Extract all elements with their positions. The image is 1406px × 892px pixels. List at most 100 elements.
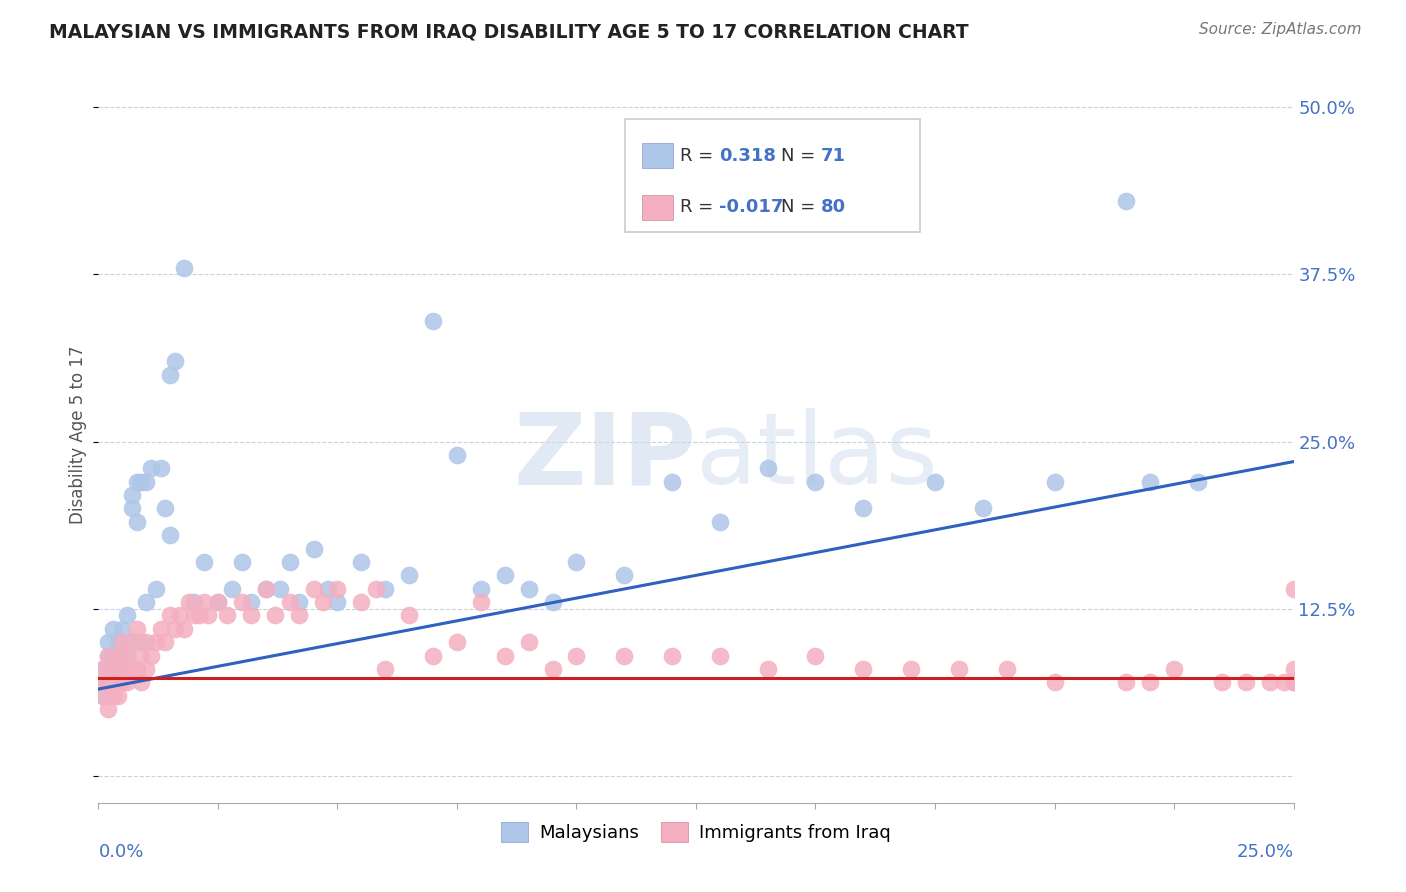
Point <box>97 648 120 663</box>
Point <box>948 662 970 676</box>
Point <box>852 662 875 676</box>
Point <box>125 662 148 676</box>
Point <box>187 608 209 623</box>
Point <box>101 622 124 636</box>
Point <box>91 689 114 703</box>
Point <box>111 662 134 676</box>
Point <box>131 675 153 690</box>
Point <box>804 475 827 489</box>
Point <box>231 595 253 609</box>
Point <box>193 595 215 609</box>
Point <box>972 501 994 516</box>
Point <box>326 582 349 596</box>
Point <box>494 648 516 663</box>
Point <box>217 608 239 623</box>
Point <box>1272 675 1295 690</box>
Point <box>145 635 167 649</box>
Point <box>131 635 153 649</box>
Point <box>155 501 177 516</box>
Point <box>446 448 468 462</box>
Text: 80: 80 <box>821 198 845 216</box>
Point <box>121 488 143 502</box>
Point <box>149 461 172 475</box>
Point <box>1282 675 1305 690</box>
Point <box>125 515 148 529</box>
Point <box>111 622 134 636</box>
Point <box>101 689 124 703</box>
Point <box>97 675 120 690</box>
Point <box>115 648 138 663</box>
Point <box>613 568 636 582</box>
Point <box>115 608 138 623</box>
Point <box>107 648 129 663</box>
Point <box>254 582 277 596</box>
Text: 0.0%: 0.0% <box>98 843 143 862</box>
Point <box>121 635 143 649</box>
Point <box>221 582 243 596</box>
Point <box>422 648 444 663</box>
Point <box>101 648 124 663</box>
Y-axis label: Disability Age 5 to 17: Disability Age 5 to 17 <box>69 345 87 524</box>
Point <box>125 475 148 489</box>
Point <box>91 689 114 703</box>
Point <box>111 635 134 649</box>
Point <box>135 475 157 489</box>
Point <box>125 622 148 636</box>
Point <box>1043 475 1066 489</box>
Point <box>139 461 162 475</box>
Text: MALAYSIAN VS IMMIGRANTS FROM IRAQ DISABILITY AGE 5 TO 17 CORRELATION CHART: MALAYSIAN VS IMMIGRANTS FROM IRAQ DISABI… <box>49 22 969 41</box>
Text: N =: N = <box>782 146 821 164</box>
Point <box>709 648 731 663</box>
Point <box>924 475 946 489</box>
Point <box>661 648 683 663</box>
Point <box>302 582 325 596</box>
Point <box>1115 675 1137 690</box>
Point <box>756 461 779 475</box>
Point <box>364 582 387 596</box>
Point <box>517 635 540 649</box>
Point <box>207 595 229 609</box>
Point <box>278 555 301 569</box>
Point <box>91 675 114 690</box>
Point <box>661 475 683 489</box>
Point <box>756 662 779 676</box>
Text: 25.0%: 25.0% <box>1236 843 1294 862</box>
Point <box>101 662 124 676</box>
Point <box>111 675 134 690</box>
Point <box>173 260 195 275</box>
Text: R =: R = <box>681 198 718 216</box>
Point <box>494 568 516 582</box>
Point <box>288 608 311 623</box>
Point <box>163 354 186 368</box>
Point <box>613 648 636 663</box>
Point <box>197 608 219 623</box>
Point <box>135 635 157 649</box>
Point <box>107 689 129 703</box>
Point <box>101 662 124 676</box>
Point <box>179 595 201 609</box>
Point <box>398 568 420 582</box>
Point <box>288 595 311 609</box>
Point <box>159 528 181 542</box>
Point <box>470 582 492 596</box>
Point <box>91 662 114 676</box>
Point <box>1211 675 1233 690</box>
Point <box>121 635 143 649</box>
Point <box>111 662 134 676</box>
Point <box>97 648 120 663</box>
Point <box>231 555 253 569</box>
Point <box>312 595 335 609</box>
Text: -0.017: -0.017 <box>720 198 783 216</box>
Point <box>804 648 827 663</box>
Point <box>135 662 157 676</box>
Text: atlas: atlas <box>696 409 938 506</box>
Point <box>193 555 215 569</box>
Point <box>169 608 191 623</box>
Point <box>115 648 138 663</box>
Point <box>1139 675 1161 690</box>
Point <box>709 515 731 529</box>
Point <box>995 662 1018 676</box>
Point <box>1043 675 1066 690</box>
Point <box>1282 662 1305 676</box>
Point <box>1139 475 1161 489</box>
